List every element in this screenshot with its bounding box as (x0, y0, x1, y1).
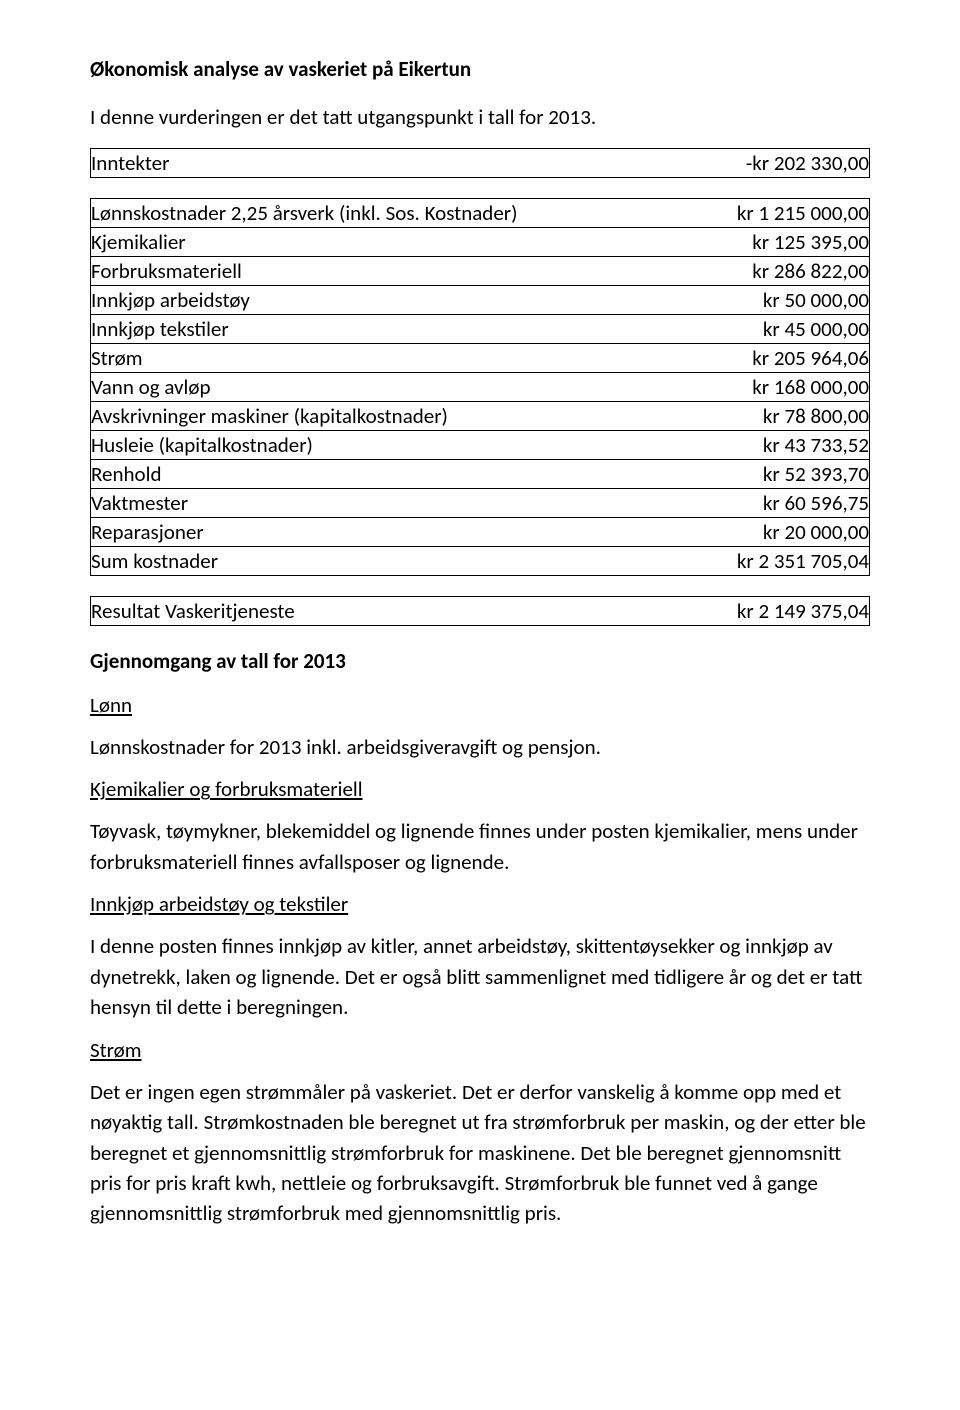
cost-row: Reparasjoner kr 20 000,00 (91, 518, 870, 547)
result-label: Resultat Vaskeritjeneste (91, 597, 685, 626)
cost-amount: kr 43 733,52 (685, 431, 870, 460)
cost-row: Strøm kr 205 964,06 (91, 344, 870, 373)
income-row: Inntekter -kr 202 330,00 (91, 149, 870, 178)
cost-row: Forbruksmateriell kr 286 822,00 (91, 257, 870, 286)
cost-amount: kr 45 000,00 (685, 315, 870, 344)
cost-row: Avskrivninger maskiner (kapitalkostnader… (91, 402, 870, 431)
cost-amount: kr 1 215 000,00 (685, 199, 870, 228)
cost-label: Vaktmester (91, 489, 685, 518)
cost-label: Husleie (kapitalkostnader) (91, 431, 685, 460)
cost-label: Renhold (91, 460, 685, 489)
income-label: Inntekter (91, 149, 685, 178)
cost-amount: kr 125 395,00 (685, 228, 870, 257)
subhead-kjemi: Kjemikalier og forbruksmateriell (90, 776, 870, 802)
page-title: Økonomisk analyse av vaskeriet på Eikert… (90, 56, 870, 82)
intro-paragraph: I denne vurderingen er det tatt utgangsp… (90, 104, 870, 130)
cost-label: Sum kostnader (91, 547, 685, 576)
cost-label: Avskrivninger maskiner (kapitalkostnader… (91, 402, 685, 431)
cost-row: Renhold kr 52 393,70 (91, 460, 870, 489)
cost-row: Vann og avløp kr 168 000,00 (91, 373, 870, 402)
cost-row: Lønnskostnader 2,25 årsverk (inkl. Sos. … (91, 199, 870, 228)
cost-amount: kr 20 000,00 (685, 518, 870, 547)
subhead-lonn: Lønn (90, 692, 870, 718)
cost-label: Reparasjoner (91, 518, 685, 547)
cost-amount: kr 52 393,70 (685, 460, 870, 489)
para-strom: Det er ingen egen strømmåler på vaskerie… (90, 1077, 870, 1229)
para-arbeid: I denne posten finnes innkjøp av kitler,… (90, 931, 870, 1022)
cost-label: Innkjøp arbeidstøy (91, 286, 685, 315)
cost-row: Kjemikalier kr 125 395,00 (91, 228, 870, 257)
cost-amount: kr 286 822,00 (685, 257, 870, 286)
subhead-arbeid: Innkjøp arbeidstøy og tekstiler (90, 891, 870, 917)
para-kjemi: Tøyvask, tøymykner, blekemiddel og ligne… (90, 816, 870, 877)
result-row: Resultat Vaskeritjeneste kr 2 149 375,04 (91, 597, 870, 626)
cost-amount: kr 2 351 705,04 (685, 547, 870, 576)
cost-amount: kr 205 964,06 (685, 344, 870, 373)
cost-label: Kjemikalier (91, 228, 685, 257)
cost-amount: kr 168 000,00 (685, 373, 870, 402)
cost-amount: kr 78 800,00 (685, 402, 870, 431)
cost-label: Innkjøp tekstiler (91, 315, 685, 344)
income-amount: -kr 202 330,00 (685, 149, 870, 178)
cost-row: Sum kostnader kr 2 351 705,04 (91, 547, 870, 576)
cost-amount: kr 60 596,75 (685, 489, 870, 518)
para-lonn: Lønnskostnader for 2013 inkl. arbeidsgiv… (90, 732, 870, 762)
result-amount: kr 2 149 375,04 (685, 597, 870, 626)
finance-table: Inntekter -kr 202 330,00 Lønnskostnader … (90, 148, 870, 626)
cost-row: Innkjøp tekstiler kr 45 000,00 (91, 315, 870, 344)
cost-row: Vaktmester kr 60 596,75 (91, 489, 870, 518)
year-heading: Gjennomgang av tall for 2013 (90, 648, 870, 674)
cost-amount: kr 50 000,00 (685, 286, 870, 315)
cost-label: Lønnskostnader 2,25 årsverk (inkl. Sos. … (91, 199, 685, 228)
subhead-strom: Strøm (90, 1037, 870, 1063)
cost-row: Husleie (kapitalkostnader) kr 43 733,52 (91, 431, 870, 460)
cost-row: Innkjøp arbeidstøy kr 50 000,00 (91, 286, 870, 315)
cost-label: Strøm (91, 344, 685, 373)
cost-label: Forbruksmateriell (91, 257, 685, 286)
cost-label: Vann og avløp (91, 373, 685, 402)
